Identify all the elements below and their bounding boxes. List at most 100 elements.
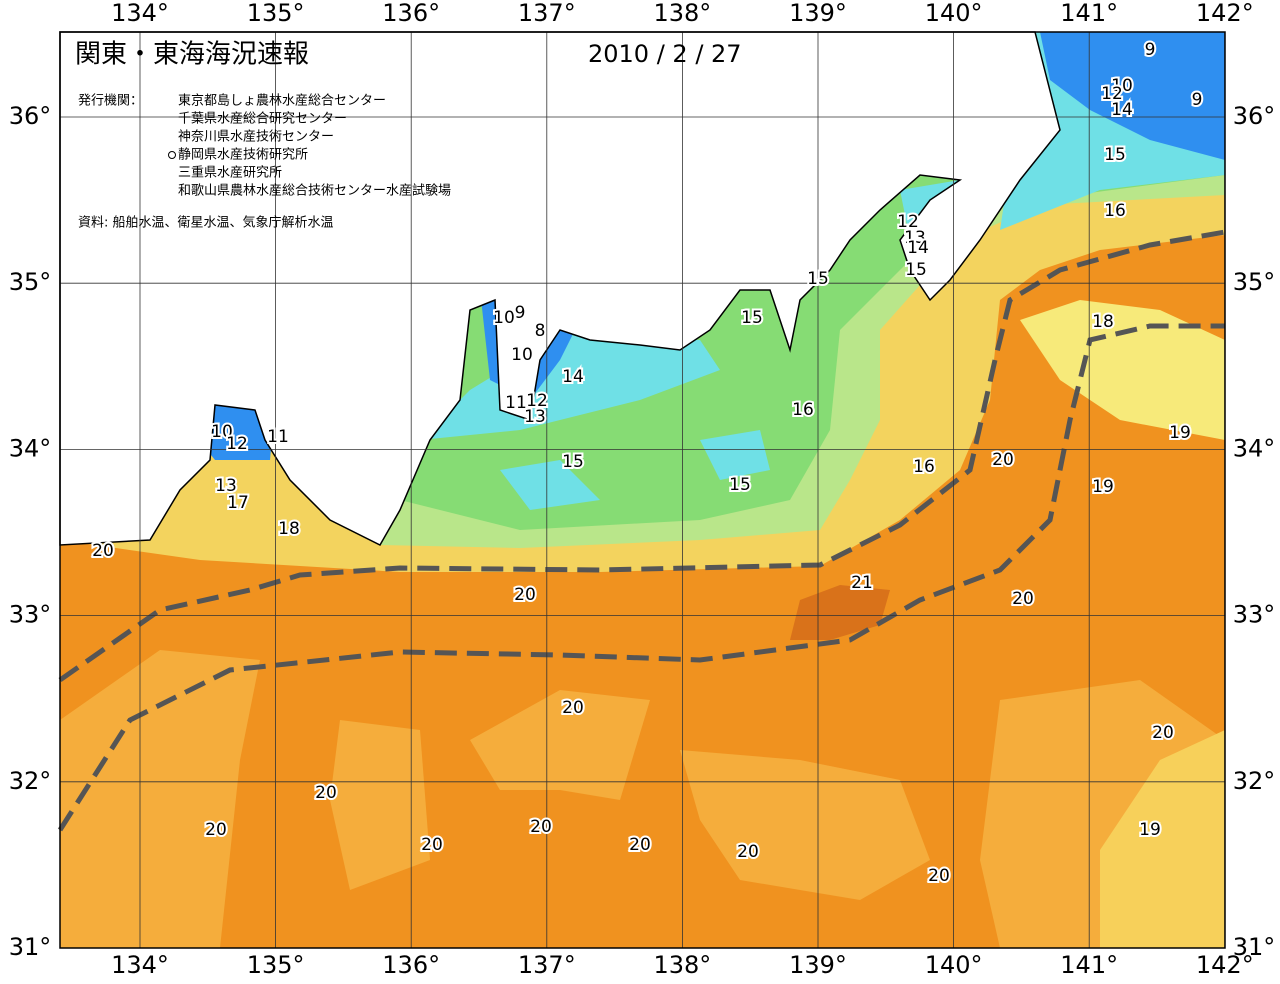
contour-label: 13 xyxy=(904,228,926,248)
contour-label: 13 xyxy=(524,407,546,427)
lat-label-left: 34° xyxy=(9,434,52,462)
contour-label: 20 xyxy=(992,450,1014,470)
title: 関東・東海海況速報 xyxy=(75,40,309,70)
lon-label-bottom: 137° xyxy=(518,951,576,979)
lat-label-left: 35° xyxy=(9,268,52,296)
lon-label-bottom: 139° xyxy=(789,951,847,979)
contour-label: 12 xyxy=(897,212,919,232)
sea-blue xyxy=(170,32,1225,460)
land xyxy=(59,31,1061,546)
lon-label-top: 136° xyxy=(382,0,440,27)
contour-label: 10 xyxy=(493,308,515,328)
contour-label: 15 xyxy=(741,308,763,328)
sea-yellow-light xyxy=(1020,300,1225,440)
map-frame xyxy=(59,31,1226,949)
contour-label: 14 xyxy=(1111,100,1133,120)
contour-label: 8 xyxy=(535,321,546,341)
contour-label: 17 xyxy=(227,493,249,513)
agency: 千葉県水産総合研究センター xyxy=(178,111,347,127)
sea-warm-patch xyxy=(60,650,1225,948)
lat-label-right: 36° xyxy=(1233,102,1276,130)
lat-label-right: 31° xyxy=(1233,933,1276,961)
lat-label-right: 33° xyxy=(1233,601,1276,629)
lon-label-bottom: 138° xyxy=(653,951,711,979)
contour-label: 15 xyxy=(729,475,751,495)
lon-label-top: 137° xyxy=(518,0,576,27)
contour-label: 10 xyxy=(511,345,533,365)
contour-label: 20 xyxy=(1152,723,1174,743)
contour-label: 11 xyxy=(505,393,527,413)
lon-label-top: 135° xyxy=(247,0,305,27)
lon-label-top: 139° xyxy=(789,0,847,27)
contour-label: 21 xyxy=(851,573,873,593)
contour-label: 10 xyxy=(1111,76,1133,96)
agency: 和歌山県農林水産総合技術センター水産試験場 xyxy=(178,183,451,199)
contour-label: 20 xyxy=(928,866,950,886)
contour-label: 10 xyxy=(211,422,233,442)
contour-label: 20 xyxy=(562,698,584,718)
lon-label-bottom: 140° xyxy=(925,951,983,979)
lon-label-top: 140° xyxy=(925,0,983,27)
lat-label-right: 34° xyxy=(1233,434,1276,462)
contour-label: 20 xyxy=(514,585,536,605)
editor-marker xyxy=(168,151,176,159)
lon-label-top: 138° xyxy=(653,0,711,27)
contour-label: 9 xyxy=(515,303,526,323)
agency: 神奈川県水産技術センター xyxy=(178,129,334,145)
lon-label-bottom: 136° xyxy=(382,951,440,979)
contour-label: 20 xyxy=(315,783,337,803)
lon-label-bottom: 142° xyxy=(1196,951,1254,979)
lon-label-top: 142° xyxy=(1196,0,1254,27)
contour-label: 14 xyxy=(562,367,584,387)
kuroshio-axis xyxy=(58,229,1226,683)
contour-label: 16 xyxy=(913,457,935,477)
lat-label-left: 36° xyxy=(9,102,52,130)
sea-warmest xyxy=(790,585,890,640)
contour-label: 12 xyxy=(226,434,248,454)
lon-label-bottom: 141° xyxy=(1060,951,1118,979)
agencies-label: 発行機関： xyxy=(78,94,143,109)
agency: 東京都島しょ農林水産総合センター xyxy=(178,93,386,109)
contour-label: 15 xyxy=(562,452,584,472)
contour-label: 19 xyxy=(1169,423,1191,443)
contour-label: 9 xyxy=(1192,90,1203,110)
lat-label-right: 35° xyxy=(1233,268,1276,296)
agency: 静岡県水産技術研究所 xyxy=(178,147,308,163)
contour-label: 20 xyxy=(421,835,443,855)
lat-label-right: 32° xyxy=(1233,767,1276,795)
contour-label: 18 xyxy=(1092,312,1114,332)
date: 2010 / 2 / 27 xyxy=(588,40,742,68)
agency: 三重県水産研究所 xyxy=(178,165,282,181)
contour-label: 20 xyxy=(629,835,651,855)
contour-label: 19 xyxy=(1092,477,1114,497)
contour-label: 20 xyxy=(1012,589,1034,609)
lon-label-top: 134° xyxy=(111,0,169,27)
contour-label: 14 xyxy=(907,238,929,258)
contour-label: 19 xyxy=(1139,820,1161,840)
lon-label-bottom: 135° xyxy=(247,951,305,979)
contour-label: 12 xyxy=(526,391,548,411)
contour-label: 15 xyxy=(905,260,927,280)
contour-label: 18 xyxy=(278,519,300,539)
contour-label: 11 xyxy=(267,427,289,447)
contour-label: 20 xyxy=(92,541,114,561)
contour-label: 16 xyxy=(792,400,814,420)
lon-label-bottom: 134° xyxy=(111,951,169,979)
contour-label: 12 xyxy=(1101,84,1123,104)
contour-label: 20 xyxy=(205,820,227,840)
lat-label-left: 31° xyxy=(9,933,52,961)
contour-label: 15 xyxy=(1104,145,1126,165)
source: 資料: 船舶水温、衛星水温、気象庁解析水温 xyxy=(78,215,334,231)
lon-label-top: 141° xyxy=(1060,0,1118,27)
kuroshio-axis xyxy=(57,323,1225,832)
agencies: 東京都島しょ農林水産総合センター千葉県水産総合研究センター神奈川県水産技術センタ… xyxy=(178,93,451,199)
contour-label: 20 xyxy=(530,817,552,837)
lat-label-left: 32° xyxy=(9,767,52,795)
contour-label: 16 xyxy=(1104,201,1126,221)
contour-label: 13 xyxy=(215,476,237,496)
contour-label: 20 xyxy=(737,842,759,862)
contour-label: 9 xyxy=(1145,40,1156,60)
contour-label: 15 xyxy=(807,269,829,289)
